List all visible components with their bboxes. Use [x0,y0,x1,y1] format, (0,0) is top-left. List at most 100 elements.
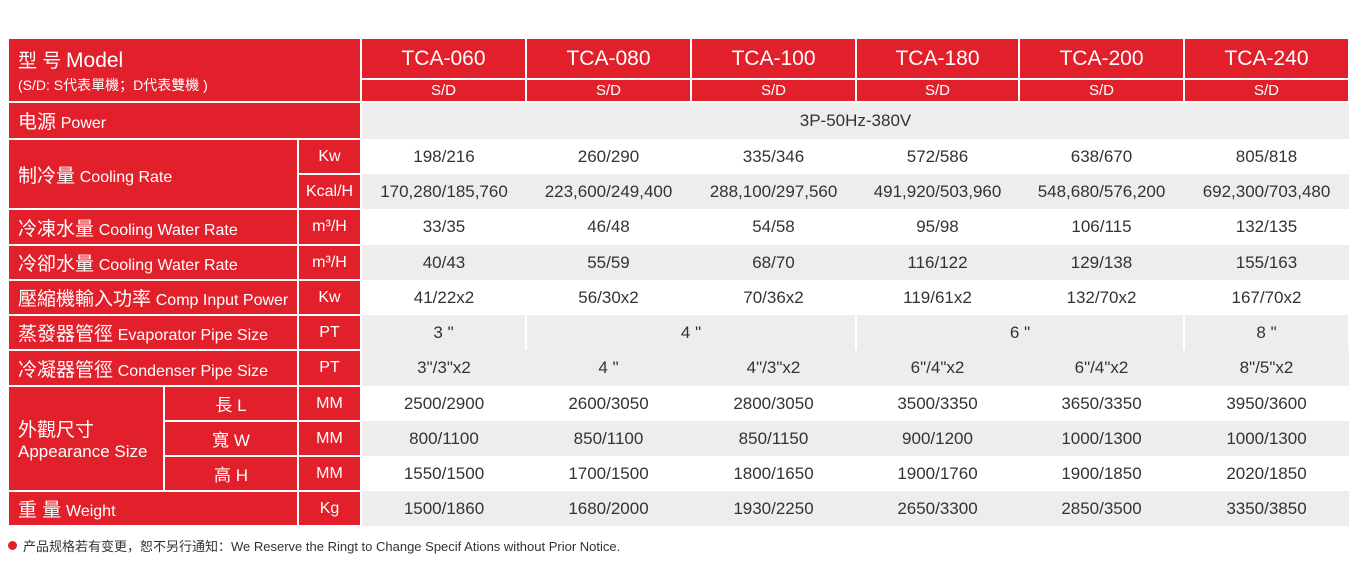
model-name: TCA-180 [855,37,1020,80]
value-cell: 155/163 [1184,245,1349,280]
label-en: Comp Input Power [155,292,289,309]
value-cell: 1700/1500 [526,456,691,491]
value-cell: 56/30x2 [526,280,691,315]
value-cell: 1930/2250 [691,491,856,526]
weight-row: 重 量 Weight Kg 1500/1860 1680/2000 1930/2250 2… [7,490,1349,527]
unit: PT [297,314,362,351]
cooling-kw-row: 制冷量 Cooling Rate Kw 198/216 260/290 335/346 5… [7,138,1349,210]
unit: MM [297,420,362,457]
label-en: Condenser Pipe Size [117,362,269,380]
value-cell: 1900/1760 [856,456,1019,491]
row-label-cooling_water: 冷卻水量 Cooling Water Rate [7,244,299,281]
value-cell: 3350/3850 [1184,491,1349,526]
model-name: TCA-080 [525,37,692,80]
evap_pipe-row: 蒸發器管徑 Evaporator Pipe Size PT 3 " 4 " 6 " 8 " [7,314,1350,351]
value-cell: 8 " [1183,315,1350,350]
size-width-row: 寬 W MM 800/1100 850/1100 850/1150 900/1200 100… [8,420,1349,457]
value-cell: 1000/1300 [1019,421,1184,456]
value-cell: 6"/4"x2 [1019,350,1184,386]
model-name: TCA-240 [1183,37,1350,80]
value-cell: 3950/3600 [1184,386,1349,421]
size-height-row: 高 H MM 1550/1500 1700/1500 1800/1650 1900/176… [8,455,1349,492]
chilled_water-row: 冷凍水量 Cooling Water Rate m³/H 33/35 46/48 54/… [7,208,1349,246]
value-cell: 2500/2900 [361,386,526,421]
row-label-chilled_water: 冷凍水量 Cooling Water Rate [7,208,299,246]
label-cn: 重 量 [18,500,62,521]
value-cell: 132/70x2 [1019,280,1184,315]
value-cell: 95/98 [856,209,1019,245]
spec-table: 型 号 Model (S/D: S代表單機；D代表雙機 ) TCA-060 TCA-… [7,37,1350,527]
value-cell: 335/346 [691,139,856,174]
model-name: TCA-060 [360,37,527,80]
value-cell: 40/43 [361,245,526,280]
value-cell: 850/1100 [526,421,691,456]
value-cell: 6"/4"x2 [856,350,1019,386]
label-cn: 壓縮機輸入功率 [18,289,152,310]
model-variant: S/D [525,78,692,103]
value-cell: 33/35 [361,209,526,245]
size-sub-label: 長 L [163,385,299,422]
power-value: 3P-50Hz-380V [361,102,1349,139]
bullet-icon [8,541,17,550]
value-cell: 55/59 [526,245,691,280]
row-label-cooling: 制冷量 Cooling Rate [7,138,299,210]
model-title-cn: 型 号 [18,50,62,72]
row-label-power: 电源 Power [7,101,362,140]
label-cn: 蒸發器管徑 [18,324,114,345]
unit: MM [297,455,362,492]
power-row: 电源 Power 3P-50Hz-380V [7,101,1349,140]
value-cell: 223,600/249,400 [526,174,691,209]
value-cell: 1680/2000 [526,491,691,526]
value-cell: 46/48 [526,209,691,245]
model-name: TCA-100 [690,37,857,80]
unit: PT [297,349,362,387]
notice-text: 产品规格若有变更，恕不另行通知：We Reserve the Ringt to … [23,539,621,554]
value-cell: 638/670 [1019,139,1184,174]
value-cell: 572/586 [856,139,1019,174]
value-cell: 2600/3050 [526,386,691,421]
value-cell: 1800/1650 [691,456,856,491]
value-cell: 2650/3300 [856,491,1019,526]
row-label-weight: 重 量 Weight [7,490,299,527]
size-sub-label: 高 H [163,455,299,492]
cooling_water-row: 冷卻水量 Cooling Water Rate m³/H 40/43 55/59 68/… [7,244,1349,281]
row-label-cond_pipe: 冷凝器管徑 Condenser Pipe Size [7,349,299,387]
value-cell: 1000/1300 [1184,421,1349,456]
variant-row: S/D S/D S/D S/D S/D S/D [8,78,1350,103]
label-en: Power [60,115,107,132]
value-cell: 106/115 [1019,209,1184,245]
value-cell: 129/138 [1019,245,1184,280]
unit: Kw [297,138,362,175]
cond_pipe-row: 冷凝器管徑 Condenser Pipe Size PT 3"/3"x2 4 " 4"/… [7,349,1349,387]
size-length-row: 外觀尺寸 Appearance Size 長 L MM 2500/2900 2600/30… [7,385,1349,492]
row-label-comp_power: 壓縮機輸入功率 Comp Input Power [7,279,299,316]
value-cell: 1900/1850 [1019,456,1184,491]
label-cn: 电源 [18,112,57,133]
value-cell: 70/36x2 [691,280,856,315]
unit: Kg [297,490,362,527]
value-cell: 3500/3350 [856,386,1019,421]
value-cell: 805/818 [1184,139,1349,174]
model-variant: S/D [690,78,857,103]
value-cell: 116/122 [856,245,1019,280]
unit: Kw [297,279,362,316]
value-cell: 54/58 [691,209,856,245]
label-cn: 冷凝器管徑 [18,359,114,381]
value-cell: 6 " [855,315,1185,350]
value-cell: 2800/3050 [691,386,856,421]
value-cell: 2850/3500 [1019,491,1184,526]
label-cn: 冷凍水量 [18,218,95,240]
value-cell: 132/135 [1184,209,1349,245]
label-cn: 冷卻水量 [18,254,95,275]
label-en: Appearance Size [18,442,148,461]
unit: Kcal/H [297,173,362,210]
label-cn: 制冷量 [18,165,76,187]
row-label-size: 外觀尺寸 Appearance Size [7,385,165,492]
model-title-en: Model [66,48,124,72]
model-variant: S/D [1183,78,1350,103]
value-cell: 260/290 [526,139,691,174]
unit: MM [297,385,362,422]
value-cell: 68/70 [691,245,856,280]
value-cell: 119/61x2 [856,280,1019,315]
value-cell: 692,300/703,480 [1184,174,1349,209]
